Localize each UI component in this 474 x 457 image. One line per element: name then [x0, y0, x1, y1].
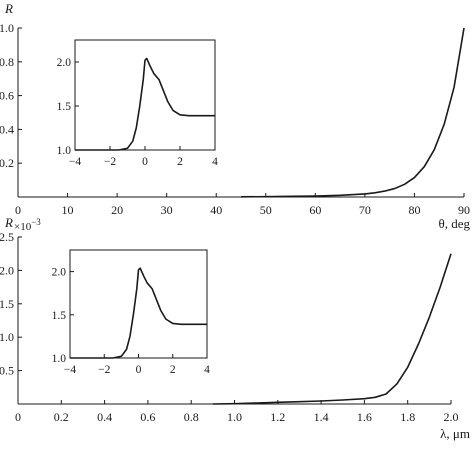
bottom-y-axis-label: R: [4, 215, 13, 230]
bottom-y-multiplier-exp: −3: [31, 217, 41, 227]
top-x-axis-label: θ, deg: [439, 216, 471, 231]
bottom-y-tick-label: 0.5: [0, 364, 14, 378]
bottom-x-tick-label: 1.4: [314, 410, 329, 424]
top-inset: −4 −2 0 2 4 1.0 1.5 2.0: [57, 39, 218, 168]
bottom-y-multiplier-base: ×10: [14, 221, 32, 233]
top-inset-y-tick-label: 1.5: [57, 101, 72, 113]
top-x-tick-label: 30: [161, 203, 173, 217]
panel-bottom: R ×10−3 λ, μm 0 0.2 0.4 0.6 0.8 1.0 1.2 1.4 1.6 1…: [0, 215, 470, 441]
bottom-inset: −4 −2 0 2 4 1.0 1.5 2.0: [52, 249, 210, 376]
top-inset-x-tick-label: −4: [69, 156, 81, 168]
top-inset-y-tick-label: 1.0: [57, 145, 72, 157]
top-x-tick-label: 0: [15, 203, 21, 217]
bottom-x-axis-label: λ, μm: [440, 426, 470, 441]
bottom-inset-x-tick-label: 2: [170, 364, 176, 376]
top-x-tick-label: 80: [408, 203, 420, 217]
top-inset-y-tick-label: 2.0: [57, 57, 72, 69]
bottom-inset-x-tick-label: −4: [64, 364, 76, 376]
bottom-y-tick-label: 2.0: [0, 263, 14, 277]
top-y-tick-label: 0.4: [0, 122, 14, 136]
bottom-inset-x-tick-label: 0: [136, 364, 142, 376]
top-x-tick-label: 60: [309, 203, 321, 217]
bottom-inset-frame: [69, 249, 208, 359]
bottom-x-tick-label: 0.8: [184, 410, 199, 424]
bottom-x-tick-label: 0.4: [97, 410, 112, 424]
top-inset-x-tick-label: 2: [177, 156, 183, 168]
bottom-x-tick-label: 2.0: [444, 410, 459, 424]
top-y-tick-label: 1.0: [0, 21, 14, 35]
top-inset-x-tick-label: −2: [104, 156, 116, 168]
bottom-x-tick-label: 0.2: [54, 410, 69, 424]
bottom-inset-x-tick-label: −2: [98, 364, 110, 376]
top-x-tick-label: 90: [458, 203, 470, 217]
bottom-series-line: [212, 253, 452, 405]
panel-top: R θ, deg 0 10 20 30 40 50 60 70 80 900.20.40.60.8…: [0, 1, 470, 231]
bottom-inset-series-line: [70, 267, 207, 359]
bottom-y-tick-label: 2.5: [0, 230, 14, 244]
bottom-x-tick-label: 1.6: [357, 410, 372, 424]
bottom-y-multiplier: ×10−3: [14, 217, 41, 233]
bottom-x-tick-label: 0: [15, 410, 21, 424]
bottom-inset-y-tick-label: 2.0: [52, 267, 67, 279]
bottom-inset-x-tick-label: 4: [204, 364, 210, 376]
top-y-tick-label: 0.8: [0, 55, 14, 69]
bottom-inset-y-tick-label: 1.0: [52, 353, 67, 365]
bottom-x-tick-label: 1.8: [400, 410, 415, 424]
top-x-tick-label: 10: [62, 203, 74, 217]
bottom-inset-y-tick-label: 1.5: [52, 310, 67, 322]
top-y-tick-label: 0.2: [0, 156, 14, 170]
bottom-x-tick-label: 1.2: [270, 410, 285, 424]
bottom-y-tick-label: 1.5: [0, 297, 14, 311]
top-inset-frame: [74, 39, 216, 151]
bottom-x-tick-label: 0.6: [140, 410, 155, 424]
bottom-y-tick-label: 1.0: [0, 330, 14, 344]
bottom-x-tick-label: 1.0: [227, 410, 242, 424]
top-inset-x-tick-label: 0: [142, 156, 148, 168]
top-y-tick-label: 0.6: [0, 89, 14, 103]
top-series-line: [240, 27, 465, 198]
top-inset-series-line: [75, 57, 215, 151]
top-x-tick-label: 40: [210, 203, 222, 217]
top-x-tick-label: 20: [111, 203, 123, 217]
top-inset-x-tick-label: 4: [212, 156, 218, 168]
top-y-axis-label: R: [4, 1, 13, 16]
top-x-tick-label: 70: [359, 203, 371, 217]
top-x-tick-label: 50: [260, 203, 272, 217]
